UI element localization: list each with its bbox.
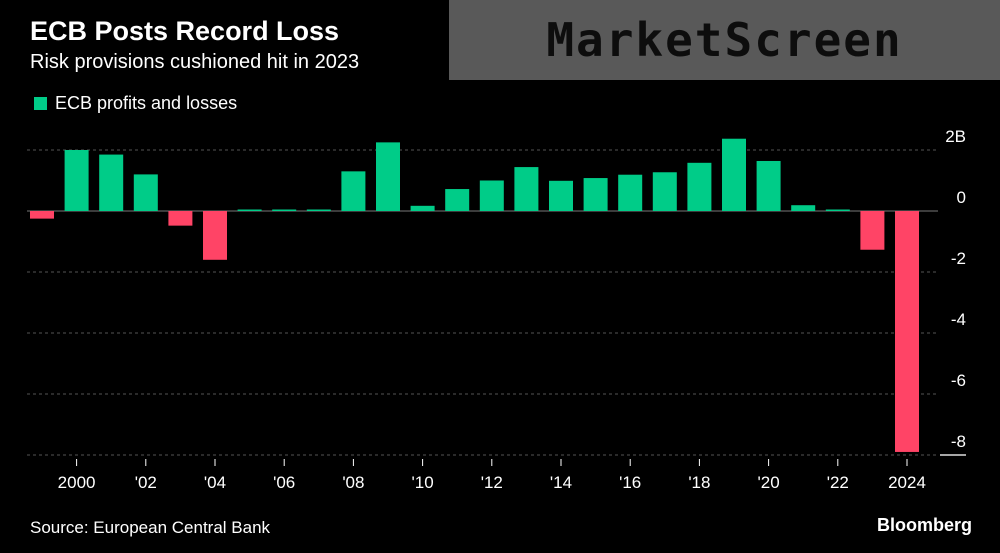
- legend-label: ECB profits and losses: [55, 93, 238, 113]
- y-tick-label: -2: [951, 249, 966, 268]
- bar-1999: [30, 211, 54, 219]
- bar-2012: [479, 180, 504, 211]
- bar-2005: [237, 209, 262, 211]
- chart-subtitle: Risk provisions cushioned hit in 2023: [30, 51, 360, 73]
- brand-logo: Bloomberg: [876, 515, 972, 535]
- x-tick-label: '22: [827, 473, 849, 492]
- bar-2007: [306, 209, 331, 211]
- bar-2004: [203, 211, 227, 260]
- bar-2002: [133, 174, 158, 211]
- bar-2021: [791, 205, 816, 211]
- bar-2017: [652, 172, 677, 211]
- chart-title: ECB Posts Record Loss: [30, 16, 340, 46]
- bar-2023: [860, 211, 885, 250]
- x-tick-label: '12: [481, 473, 503, 492]
- bar-2024: [895, 211, 919, 452]
- x-tick-label: '16: [619, 473, 641, 492]
- bar-2003: [168, 211, 193, 226]
- watermark-text: MarketScreen: [546, 13, 903, 67]
- bar-2019: [722, 138, 746, 211]
- x-tick-label: '14: [550, 473, 572, 492]
- y-tick-label: 2B: [945, 127, 966, 146]
- x-tick-label: '18: [688, 473, 710, 492]
- bar-2018: [687, 162, 712, 211]
- bar-2001: [99, 154, 124, 211]
- x-tick-label: 2000: [58, 473, 96, 492]
- chart-legend: ECB profits and losses: [34, 93, 237, 114]
- bar-2010: [410, 205, 435, 211]
- watermark-banner: MarketScreen: [449, 0, 1000, 80]
- bar-2009: [376, 142, 400, 211]
- y-tick-label: -4: [951, 310, 966, 329]
- bar-2013: [514, 167, 539, 211]
- y-tick-label: -6: [951, 371, 966, 390]
- y-tick-label: -8: [951, 432, 966, 451]
- bar-2014: [549, 180, 573, 211]
- x-tick-label: '04: [204, 473, 226, 492]
- x-tick-label: '10: [412, 473, 434, 492]
- bar-2006: [272, 209, 297, 211]
- x-tick-label: '06: [273, 473, 295, 492]
- x-tick-label: '20: [758, 473, 780, 492]
- x-tick-label: 2024: [888, 473, 926, 492]
- bar-2008: [341, 171, 366, 211]
- y-tick-label: 0: [957, 188, 966, 207]
- x-tick-label: '02: [135, 473, 157, 492]
- source-note: Source: European Central Bank: [30, 518, 271, 537]
- bar-2011: [445, 189, 470, 211]
- bar-2015: [583, 178, 608, 211]
- bar-2020: [756, 160, 781, 211]
- bar-2022: [825, 209, 850, 211]
- legend-swatch: [34, 97, 47, 110]
- bar-2000: [64, 150, 89, 211]
- bar-2016: [618, 174, 643, 211]
- x-tick-label: '08: [342, 473, 364, 492]
